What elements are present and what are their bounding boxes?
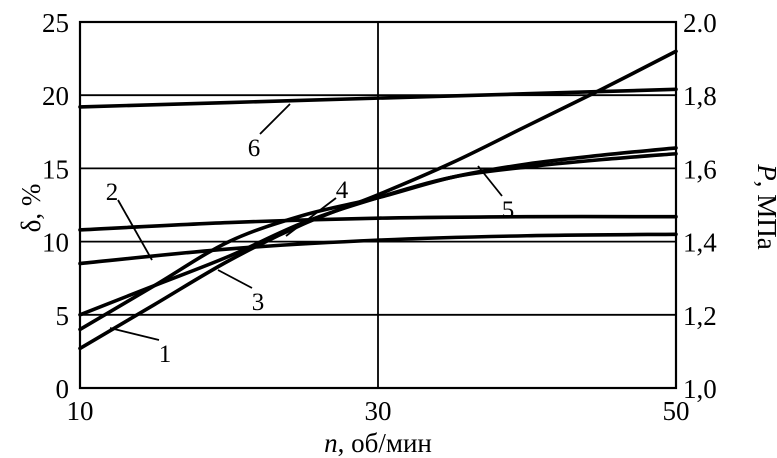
y-axis-right-title-unit: , МПа (752, 181, 777, 250)
leader-line-4 (285, 197, 337, 237)
y-right-tick-label: 2.0 (683, 8, 717, 38)
leader-line-6 (259, 103, 291, 135)
y-left-tick-label: 10 (42, 228, 69, 258)
curve-label-1: 1 (159, 341, 172, 368)
curve-label-leaders (109, 103, 503, 341)
curve-label-6: 6 (248, 135, 261, 162)
plot-frame (78, 20, 678, 390)
series-line-2 (78, 232, 678, 266)
series-lines (78, 49, 678, 351)
y-right-tick-label: 1,0 (683, 374, 717, 404)
y-right-tick-label: 1,6 (683, 154, 717, 184)
x-axis-title: n, об/мин (324, 428, 432, 458)
y-axis-left-title: δ, % (16, 184, 46, 233)
leader-line-1 (109, 327, 160, 341)
series-line-4 (78, 214, 678, 232)
series-line-5 (78, 146, 678, 332)
y-right-tick-label: 1,4 (683, 228, 717, 258)
y-right-tick-label: 1,2 (683, 301, 717, 331)
x-axis-title-variable: n (324, 428, 338, 458)
series-line-6 (78, 87, 678, 109)
y-left-tick-label: 5 (56, 301, 70, 331)
curve-label-4: 4 (336, 177, 349, 204)
x-tick-label: 30 (365, 396, 392, 426)
curve-label-2: 2 (106, 179, 119, 206)
y-left-tick-label: 20 (42, 81, 69, 111)
y-left-tick-label: 15 (42, 154, 69, 184)
y-axis-right-title-variable: P (752, 163, 777, 181)
y-left-tick-label: 25 (42, 8, 69, 38)
y-left-tick-label: 0 (56, 374, 70, 404)
y-right-tick-label: 1,8 (683, 81, 717, 111)
leader-line-5 (477, 165, 503, 197)
y-axis-right-title: P, МПа (752, 163, 777, 250)
grid-lines (80, 22, 676, 388)
x-tick-label: 50 (663, 396, 690, 426)
leader-line-2 (117, 199, 153, 261)
curve-labels: 1 2 3 4 5 6 (106, 135, 515, 368)
leader-line-3 (217, 269, 253, 289)
x-axis-title-unit: , об/мин (338, 428, 432, 458)
series-line-1 (78, 49, 678, 351)
curve-label-3: 3 (252, 289, 265, 316)
x-tick-label: 10 (67, 396, 94, 426)
curve-label-5: 5 (502, 197, 515, 224)
